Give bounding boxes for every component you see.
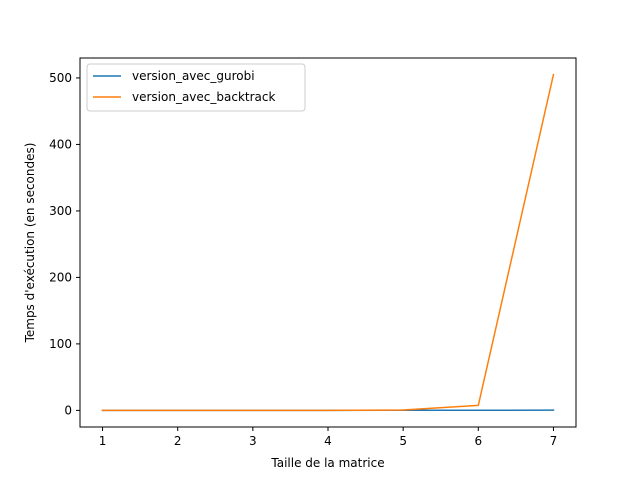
x-tick-label: 7: [550, 434, 558, 448]
y-tick-label: 400: [49, 137, 72, 151]
x-axis-title: Taille de la matrice: [270, 456, 384, 470]
y-tick-label: 200: [49, 270, 72, 284]
y-tick-label: 100: [49, 337, 72, 351]
x-tick-label: 6: [474, 434, 482, 448]
y-tick-label: 300: [49, 204, 72, 218]
legend-label-2: version_avec_backtrack: [132, 90, 275, 104]
legend: version_avec_gurobi version_avec_backtrac…: [86, 63, 306, 112]
y-tick-label: 500: [49, 71, 72, 85]
y-axis-ticks: 0 100 200 300 400 500: [49, 71, 80, 417]
y-tick-label: 0: [64, 403, 72, 417]
x-tick-label: 5: [399, 434, 407, 448]
x-tick-label: 1: [99, 434, 107, 448]
x-tick-label: 2: [174, 434, 182, 448]
y-axis-title: Temps d'exécution (en secondes): [23, 143, 37, 344]
series-line-2: [101, 73, 555, 412]
legend-box: [86, 63, 306, 112]
x-tick-label: 4: [324, 434, 332, 448]
x-tick-label: 3: [249, 434, 257, 448]
series-lines: [101, 73, 555, 412]
x-axis-ticks: 1 2 3 4 5 6 7: [99, 427, 558, 448]
legend-label-1: version_avec_gurobi: [132, 69, 255, 83]
